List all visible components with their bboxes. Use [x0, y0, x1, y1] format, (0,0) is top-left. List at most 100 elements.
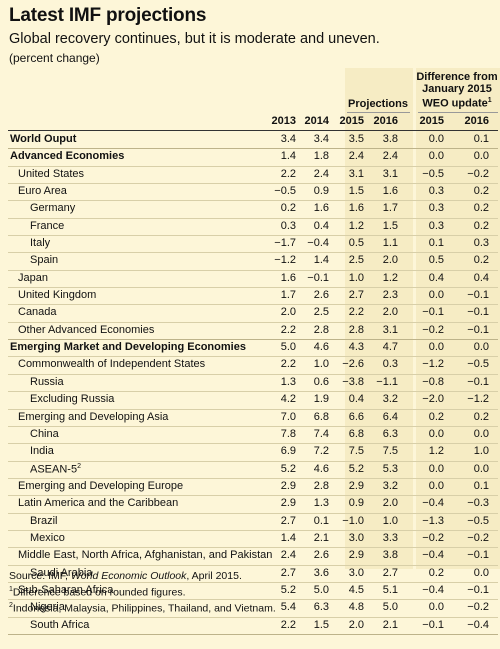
value-cell: 0.0 [473, 566, 489, 579]
value-cell: 0.0 [428, 289, 444, 302]
value-cell: −0.1 [467, 289, 489, 302]
value-cell: 5.0 [382, 601, 398, 614]
value-cell: 2.0 [382, 254, 398, 267]
value-cell: 2.7 [280, 566, 296, 579]
value-cell: −1.2 [422, 358, 444, 371]
value-cell: 0.2 [473, 185, 489, 198]
table-row: Brazil 2.7 0.1 −1.0 1.0 −1.3 −0.5 [8, 514, 498, 531]
value-cell: 3.8 [382, 549, 398, 562]
value-cell: 5.2 [280, 462, 296, 475]
row-label: France [30, 220, 64, 232]
value-cell: 0.9 [348, 497, 364, 510]
table-row: ASEAN-52 5.2 4.6 5.2 5.3 0.0 0.0 [8, 462, 498, 479]
source-suffix: , April 2015. [186, 570, 242, 582]
value-cell: 1.2 [428, 445, 444, 458]
table-row: France 0.3 0.4 1.2 1.5 0.3 0.2 [8, 219, 498, 237]
value-cell: 3.2 [382, 479, 398, 492]
value-cell: 0.1 [428, 237, 444, 250]
value-cell: 0.0 [428, 427, 444, 440]
year-header: 2016 [373, 115, 398, 127]
row-label-text: World Ouput [10, 133, 77, 145]
year-header-row: 2013 2014 2015 2016 2015 2016 [0, 115, 500, 130]
value-cell: 2.0 [280, 306, 296, 319]
row-label-text: Mexico [30, 531, 65, 544]
value-cell: 5.1 [382, 583, 398, 596]
value-cell: −0.2 [422, 323, 444, 336]
value-cell: 4.2 [280, 393, 296, 406]
value-cell: 4.6 [313, 462, 329, 475]
value-cell: 6.8 [348, 427, 364, 440]
value-cell: 1.1 [382, 237, 398, 250]
value-cell: 3.1 [348, 167, 364, 180]
value-cell: 0.0 [428, 150, 444, 163]
value-cell: 2.9 [280, 479, 296, 492]
table-row: Latin America and the Caribbean 2.9 1.3 0.9… [8, 496, 498, 514]
row-label-text: Commonwealth of Independent States [18, 358, 206, 371]
value-cell: 1.7 [382, 202, 398, 215]
value-cell: 0.2 [280, 202, 296, 215]
row-label: Russia [30, 376, 64, 388]
table-row: Excluding Russia 4.2 1.9 0.4 3.2 −2.0 −1.2 [8, 392, 498, 410]
row-label-text: Saudi Arabia [30, 566, 93, 579]
row-label: Latin America and the Caribbean [18, 497, 178, 509]
panel-subtitle: Global recovery continues, but it is mod… [9, 31, 380, 47]
value-cell: 0.3 [473, 237, 489, 250]
value-cell: 0.3 [280, 219, 296, 232]
footnote-2-text: Indonesia, Malaysia, Philippines, Thaila… [12, 602, 276, 615]
value-cell: 7.2 [313, 445, 329, 458]
value-cell: 7.0 [280, 410, 296, 423]
footnote-1-mark: 1 [9, 586, 13, 593]
value-cell: −0.5 [422, 167, 444, 180]
value-cell: 1.4 [280, 150, 296, 163]
row-label-footnote-mark: 2 [77, 462, 81, 470]
value-cell: 4.5 [348, 583, 364, 596]
row-label-text: Middle East, North Africa, Afghanistan, … [18, 549, 273, 562]
value-cell: −0.4 [422, 497, 444, 510]
value-cell: 5.2 [280, 583, 296, 596]
panel-title: Latest IMF projections [9, 5, 207, 26]
value-cell: 2.1 [313, 531, 329, 544]
value-cell: 1.0 [313, 358, 329, 371]
value-cell: 6.3 [382, 427, 398, 440]
row-label: World Ouput [10, 133, 76, 145]
value-cell: −1.1 [376, 375, 398, 388]
value-cell: 0.9 [313, 185, 329, 198]
row-label-text: Japan [18, 271, 48, 284]
row-label-text: Spain [30, 254, 59, 267]
table-row: South Africa 2.2 1.5 2.0 2.1 −0.1 −0.4 [8, 618, 498, 635]
value-cell: 1.6 [382, 185, 398, 198]
value-cell: 2.6 [313, 549, 329, 562]
table-row: Sub-Saharan Africa 5.2 5.0 4.5 5.1 −0.4 −0.1 [8, 583, 498, 601]
table-row: Other Advanced Economies 2.2 2.8 2.8 3.1 −0.2… [8, 323, 498, 341]
row-label-text: Excluding Russia [30, 393, 115, 406]
table-row: United Kingdom 1.7 2.6 2.7 2.3 0.0 −0.1 [8, 288, 498, 306]
value-cell: 7.5 [382, 445, 398, 458]
value-cell: 3.0 [348, 566, 364, 579]
row-label: Middle East, North Africa, Afghanistan, … [18, 549, 272, 561]
row-label-text: United States [18, 167, 85, 180]
value-cell: 5.2 [348, 462, 364, 475]
value-cell: 7.5 [348, 445, 364, 458]
value-cell: 4.7 [382, 341, 398, 354]
row-label: Brazil [30, 515, 58, 527]
value-cell: −0.1 [307, 271, 329, 284]
value-cell: −2.0 [422, 393, 444, 406]
row-label: Other Advanced Economies [18, 324, 154, 336]
value-cell: 1.7 [280, 289, 296, 302]
year-header: 2016 [464, 115, 489, 127]
value-cell: 1.0 [382, 514, 398, 527]
value-cell: 5.0 [280, 341, 296, 354]
value-cell: 6.9 [280, 445, 296, 458]
row-label: Mexico [30, 532, 65, 544]
value-cell: 1.8 [313, 150, 329, 163]
value-cell: 0.3 [428, 219, 444, 232]
value-cell: 0.2 [473, 410, 489, 423]
value-cell: 1.5 [348, 185, 364, 198]
header-rule [8, 130, 498, 131]
table-row: Russia 1.3 0.6 −3.8 −1.1 −0.8 −0.1 [8, 375, 498, 393]
value-cell: 1.0 [348, 271, 364, 284]
row-label-text: Emerging Market and Developing Economies [10, 341, 246, 354]
value-cell: −2.6 [342, 358, 364, 371]
difference-header-footnote-mark: 1 [487, 97, 492, 104]
table-row: Advanced Economies 1.4 1.8 2.4 2.4 0.0 0.0 [8, 149, 498, 167]
